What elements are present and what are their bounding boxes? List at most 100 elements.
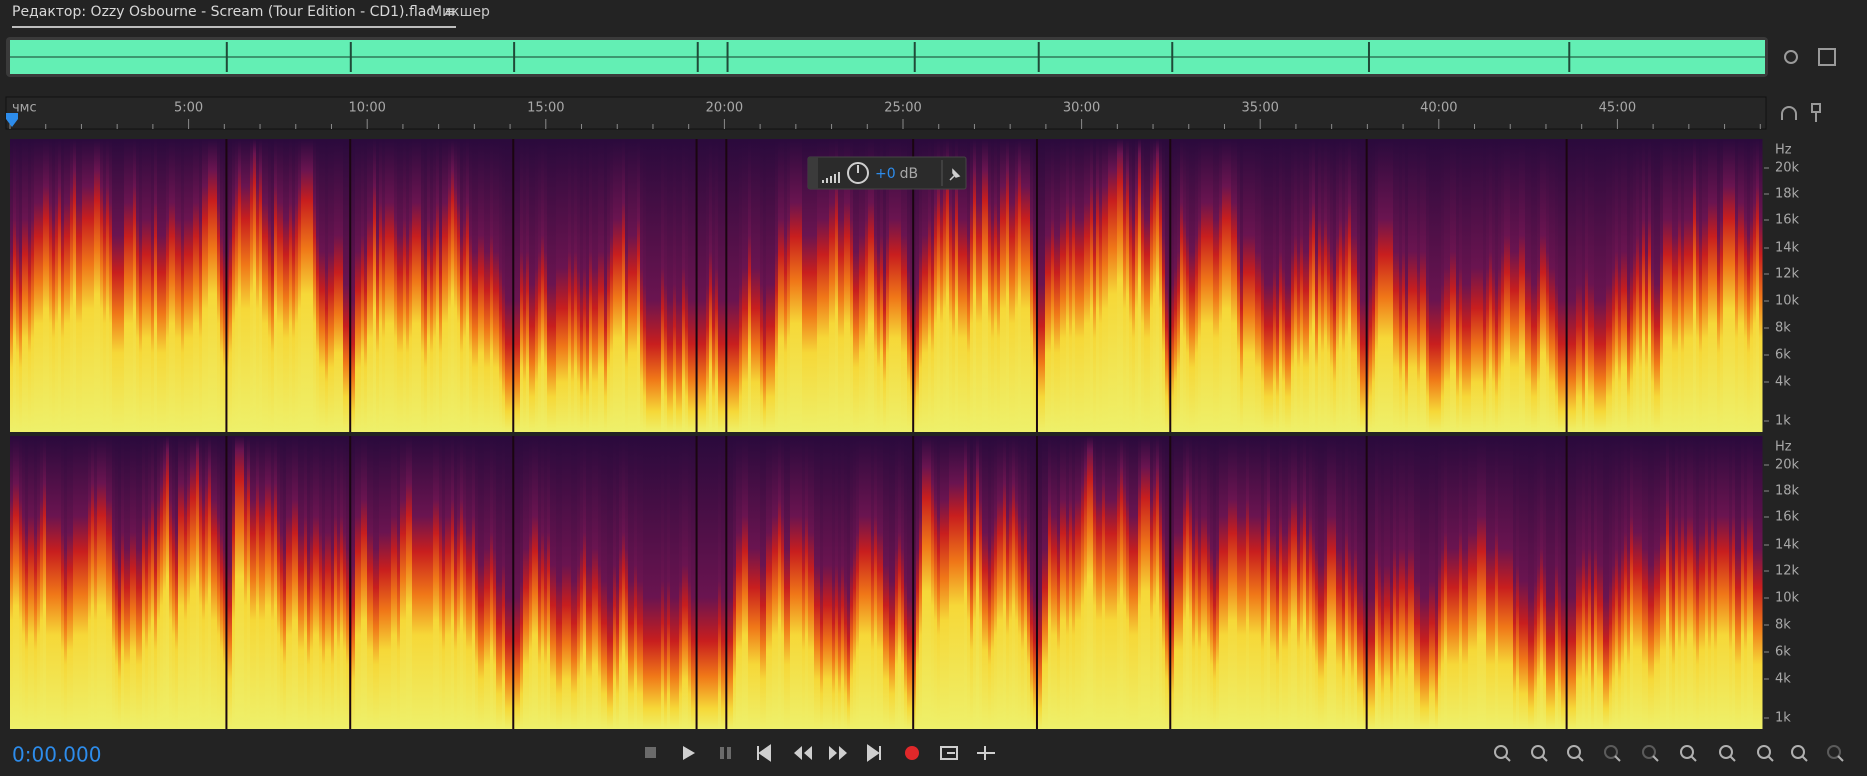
pause-button[interactable] xyxy=(720,747,731,759)
spectrum-column xyxy=(1252,436,1256,729)
spectrum-column xyxy=(301,436,305,729)
overview-boundary xyxy=(225,42,228,72)
spectrum-column xyxy=(1528,436,1532,729)
spectrum-column xyxy=(247,139,251,432)
track-boundary xyxy=(1565,436,1568,729)
spectrum-column xyxy=(82,436,86,729)
spectrum-column xyxy=(1744,139,1748,432)
spectrum-column xyxy=(196,436,200,729)
spectrum-column xyxy=(1696,139,1700,432)
spectrum-column xyxy=(835,436,839,729)
playhead[interactable] xyxy=(6,113,18,127)
spectrum-column xyxy=(1753,139,1757,432)
spectrum-column xyxy=(862,139,866,432)
spectrum-column xyxy=(1291,436,1295,729)
spectrum-column xyxy=(70,139,74,432)
zoom-button[interactable] xyxy=(1531,745,1545,759)
spectrum-column xyxy=(46,139,50,432)
spectrum-column xyxy=(277,139,281,432)
record-button[interactable] xyxy=(905,746,919,760)
spectrum-column xyxy=(1408,436,1412,729)
forward-button[interactable] xyxy=(829,746,847,760)
spectrum-column xyxy=(697,436,701,729)
spectrum-column xyxy=(1417,436,1421,729)
spectrum-column xyxy=(133,139,137,432)
spectrum-column xyxy=(1495,139,1499,432)
zoom-button[interactable] xyxy=(1827,745,1841,759)
time-ruler[interactable] xyxy=(5,96,1767,130)
spectrum-column xyxy=(466,139,470,432)
zoom-button[interactable] xyxy=(1719,745,1733,759)
spectrum-column xyxy=(496,436,500,729)
zoom-button[interactable] xyxy=(1567,745,1581,759)
spectrum-column xyxy=(352,436,356,729)
play-button[interactable] xyxy=(683,746,695,760)
spectrum-column xyxy=(1435,139,1439,432)
zoom-button[interactable] xyxy=(1604,745,1618,759)
spectrum-column xyxy=(523,436,527,729)
spectrum-column xyxy=(424,139,428,432)
spectrum-column xyxy=(1534,139,1538,432)
spectrum-column xyxy=(1228,436,1232,729)
spectrum-column xyxy=(1429,436,1433,729)
zoom-button[interactable] xyxy=(1680,745,1694,759)
spectrum-column xyxy=(1732,436,1736,729)
spectrum-column xyxy=(1606,139,1610,432)
spectrum-column xyxy=(1639,436,1643,729)
spectrum-column xyxy=(964,436,968,729)
spectrum-column xyxy=(892,139,896,432)
spectrum-column xyxy=(1414,139,1418,432)
spectrum-column xyxy=(1711,436,1715,729)
spectrum-column xyxy=(16,436,20,729)
spectrum-column xyxy=(913,436,917,729)
spectrum-column xyxy=(1717,139,1721,432)
spectrum-column xyxy=(1420,139,1424,432)
loop-button[interactable] xyxy=(940,746,958,760)
zoom-button[interactable] xyxy=(1642,745,1656,759)
snap-icon[interactable] xyxy=(1781,106,1797,120)
zoom-button[interactable] xyxy=(1494,745,1508,759)
spectrum-column xyxy=(1054,436,1058,729)
freq-unit: Hz xyxy=(1775,440,1792,455)
spectrum-column xyxy=(1315,436,1319,729)
rewind-button[interactable] xyxy=(794,746,812,760)
gain-knob[interactable] xyxy=(847,162,869,184)
spectrum-column xyxy=(76,436,80,729)
zoom-icon[interactable] xyxy=(1784,50,1798,64)
spectrum-column xyxy=(730,436,734,729)
skip-button[interactable] xyxy=(977,746,995,760)
spectrum-column xyxy=(1327,139,1331,432)
spectrum-column xyxy=(97,436,101,729)
spectrum-column xyxy=(1459,139,1463,432)
spectrum-column xyxy=(358,139,362,432)
spectrum-column xyxy=(1690,436,1694,729)
spectrum-column xyxy=(25,139,29,432)
zoom-button[interactable] xyxy=(1757,745,1771,759)
stop-button[interactable] xyxy=(645,747,656,758)
pin-icon[interactable] xyxy=(949,168,961,181)
spectrum-column xyxy=(1723,139,1727,432)
spectrum-column xyxy=(1750,139,1754,432)
mixer-tab[interactable]: Микшер xyxy=(430,4,490,20)
spectrum-column xyxy=(166,436,170,729)
spectrum-column xyxy=(799,436,803,729)
spectrum-column xyxy=(1483,436,1487,729)
goto-end-button[interactable] xyxy=(867,744,881,762)
goto-start-button[interactable] xyxy=(757,744,771,762)
spectrum-column xyxy=(499,139,503,432)
spectrum-column xyxy=(229,139,233,432)
spectrum-column xyxy=(1117,139,1121,432)
spectrum-column xyxy=(898,139,902,432)
spectrum-column xyxy=(241,436,245,729)
spectrum-column xyxy=(1336,139,1340,432)
spectrum-column xyxy=(1465,139,1469,432)
spectrum-column xyxy=(1198,436,1202,729)
zoom-button[interactable] xyxy=(1791,745,1805,759)
list-icon[interactable] xyxy=(1818,48,1836,66)
spectrum-column xyxy=(853,139,857,432)
editor-tab[interactable]: Редактор: Ozzy Osbourne - Scream (Tour E… xyxy=(12,4,457,28)
spectrum-column xyxy=(1654,139,1658,432)
marker-icon[interactable] xyxy=(1811,103,1821,122)
spectrum-column xyxy=(508,436,512,729)
